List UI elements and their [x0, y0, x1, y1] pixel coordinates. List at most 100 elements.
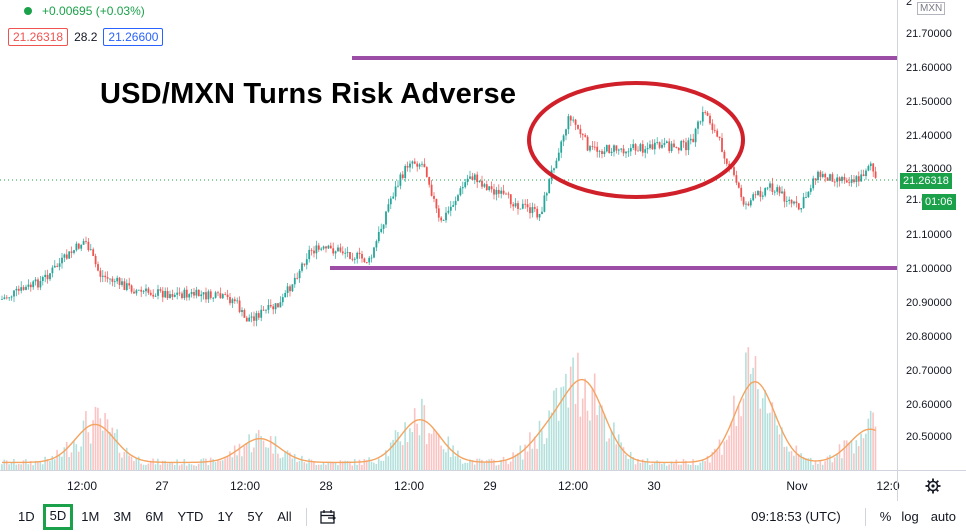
volume-bar [250, 452, 253, 470]
volume-bar [795, 445, 798, 470]
volume-bar [752, 367, 754, 470]
volume-bar [603, 414, 606, 470]
candle-body [77, 243, 80, 249]
visibility-dot-icon[interactable] [24, 7, 32, 15]
timeframe-all[interactable]: All [277, 508, 292, 524]
ask-price[interactable]: 21.26600 [103, 28, 164, 46]
timeframe-1d[interactable]: 1D [18, 508, 35, 524]
candle-body [862, 174, 865, 177]
candle-body [157, 289, 159, 296]
volume-bar [442, 449, 445, 470]
candle-body [142, 291, 145, 293]
highlight-ellipse[interactable] [527, 81, 745, 199]
annotation-title[interactable]: USD/MXN Turns Risk Adverse [100, 78, 517, 110]
volume-bar [620, 442, 622, 470]
volume-bar [327, 461, 330, 470]
candle-body [293, 277, 296, 285]
timeframe-5y[interactable]: 5Y [247, 508, 264, 524]
volume-bar [317, 464, 320, 470]
timeframe-1m[interactable]: 1M [81, 508, 100, 524]
volume-bar [109, 432, 111, 470]
volume-bar [845, 440, 848, 470]
price-chart[interactable] [0, 0, 897, 470]
candle-body [785, 200, 788, 202]
auto-toggle[interactable]: auto [930, 509, 956, 524]
log-toggle[interactable]: log [901, 509, 919, 524]
volume-bar [233, 445, 236, 470]
date-range-icon[interactable] [319, 509, 337, 525]
timeframe-3m[interactable]: 3M [113, 508, 132, 524]
volume-bar [293, 454, 296, 470]
volume-bar [601, 405, 603, 470]
candle-body [853, 179, 855, 183]
volume-bar [322, 462, 325, 470]
volume-bar [281, 457, 284, 470]
volume-bar [248, 434, 250, 470]
candle-body [752, 194, 755, 201]
candle-body [865, 170, 867, 177]
volume-bar [838, 444, 841, 470]
volume-bar [399, 441, 402, 470]
volume-bar [805, 458, 807, 470]
candle-body [236, 300, 239, 302]
candle-body [452, 205, 455, 207]
candle-body [320, 248, 323, 250]
volume-bar [207, 465, 210, 470]
timeframe-5d[interactable]: 5D [42, 503, 74, 530]
utc-clock[interactable]: 09:18:53 (UTC) [751, 509, 841, 524]
volume-bar [812, 464, 814, 470]
candle-body [169, 294, 171, 298]
time-tick-label: 29 [483, 479, 497, 493]
volume-bar [365, 460, 368, 470]
volume-bar [397, 431, 399, 470]
candle-body [541, 211, 543, 214]
candle-body [133, 291, 135, 294]
time-axis[interactable]: 12:00 27 12:00 28 12:00 29 12:00 30 Nov 12:0 [0, 470, 900, 501]
volume-bar [579, 416, 582, 470]
candle-body [411, 161, 414, 164]
candle-body [483, 184, 486, 187]
candle-body [22, 287, 25, 290]
volume-bar [449, 457, 452, 470]
volume-bar [507, 464, 510, 470]
candle-body [819, 171, 822, 177]
candle-body [310, 249, 313, 251]
volume-bar [740, 416, 742, 470]
chart-settings-button[interactable] [897, 470, 966, 501]
volume-bar [382, 460, 385, 470]
price-label-partial: 2 [906, 0, 913, 8]
candle-body [399, 174, 402, 186]
timeframe-ytd[interactable]: YTD [177, 508, 204, 524]
candle-body [39, 281, 42, 288]
candle-body [776, 187, 779, 192]
candle-body [267, 305, 270, 310]
volume-bar [865, 433, 867, 470]
candle-body [557, 152, 560, 161]
candle-body [517, 203, 519, 209]
candle-body [608, 145, 611, 154]
candle-body [449, 206, 452, 211]
candle-body [754, 194, 757, 196]
candle-body [603, 151, 606, 155]
timeframe-6m[interactable]: 6M [145, 508, 164, 524]
volume-bar [291, 458, 294, 470]
volume-bar [704, 461, 706, 470]
volume-bar [466, 462, 469, 470]
candle-body [82, 241, 85, 245]
volume-bar [524, 444, 526, 470]
volume-bar [41, 464, 44, 470]
timeframe-1y[interactable]: 1Y [217, 508, 234, 524]
candle-body [70, 251, 73, 253]
candle-body [574, 119, 577, 125]
percent-toggle[interactable]: % [879, 509, 892, 524]
candle-body [545, 193, 548, 196]
candle-body [593, 146, 596, 148]
volume-bar [181, 464, 183, 470]
bid-price[interactable]: 21.26318 [8, 28, 69, 46]
volume-bar [212, 459, 214, 470]
candle-body [289, 286, 291, 292]
price-axis[interactable]: 2 MXN 21.70000 21.60000 21.50000 21.40000 21… [897, 0, 966, 470]
chart-pane[interactable]: USD/MXN Turns Risk Adverse +0.00695 (+0.… [0, 0, 897, 470]
candle-body [20, 287, 23, 291]
candle-body [790, 199, 793, 204]
